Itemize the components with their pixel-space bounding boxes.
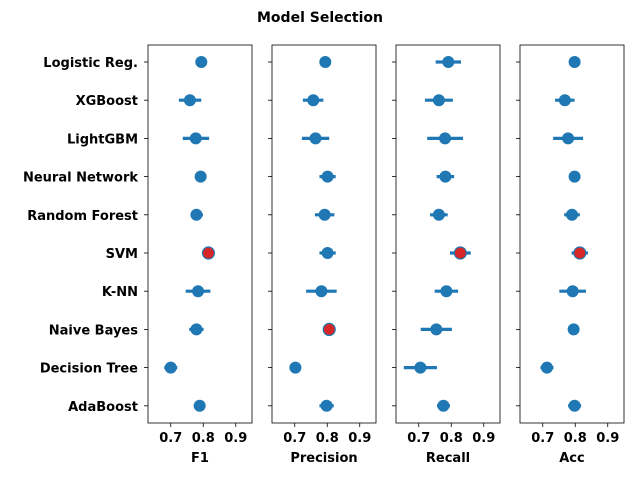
- point-acc-k-nn: [566, 285, 579, 298]
- point-precision-adaboost: [320, 399, 333, 412]
- panel-frame-recall: [395, 44, 501, 424]
- y-label-k-nn: K-NN: [102, 285, 138, 300]
- point-precision-naive-bayes: [322, 322, 336, 336]
- x-axis-label-f1: F1: [191, 451, 209, 466]
- y-label-naive-bayes: Naive Bayes: [49, 323, 138, 338]
- point-acc-svm: [573, 246, 587, 260]
- point-recall-lightgbm: [439, 132, 452, 145]
- point-acc-naive-bayes: [567, 323, 580, 336]
- x-tick-label-f1-1: 0.8: [192, 431, 215, 446]
- y-label-adaboost: AdaBoost: [68, 400, 138, 415]
- chart-title: Model Selection: [257, 10, 383, 26]
- x-axis-label-acc: Acc: [559, 451, 584, 466]
- point-f1-neural-network: [194, 170, 207, 183]
- y-label-xgboost: XGBoost: [76, 94, 138, 109]
- x-tick-label-recall-0: 0.7: [407, 431, 430, 446]
- point-f1-svm: [201, 246, 216, 260]
- x-axis-label-precision: Precision: [290, 451, 357, 466]
- point-recall-neural-network: [439, 170, 452, 183]
- panel-frame-acc: [519, 44, 625, 424]
- panel-frame-precision: [271, 44, 377, 424]
- point-acc-xgboost: [558, 94, 571, 107]
- point-precision-random-forest: [318, 208, 331, 221]
- x-tick-label-f1-0: 0.7: [159, 431, 182, 446]
- point-recall-svm: [453, 246, 467, 260]
- x-tick-label-precision-0: 0.7: [283, 431, 306, 446]
- point-acc-random-forest: [566, 208, 578, 221]
- y-label-decision-tree: Decision Tree: [40, 362, 138, 377]
- point-f1-decision-tree: [164, 361, 177, 374]
- point-precision-xgboost: [307, 94, 320, 107]
- point-f1-xgboost: [183, 94, 196, 107]
- x-tick-label-recall-2: 0.9: [472, 431, 495, 446]
- point-recall-decision-tree: [414, 361, 427, 374]
- x-tick-label-precision-1: 0.8: [316, 431, 339, 446]
- y-label-logistic-reg: Logistic Reg.: [43, 56, 138, 71]
- x-tick-label-acc-0: 0.7: [531, 431, 554, 446]
- point-recall-naive-bayes: [430, 323, 443, 336]
- point-precision-svm: [321, 247, 334, 259]
- point-precision-lightgbm: [309, 132, 322, 145]
- point-recall-xgboost: [432, 94, 445, 107]
- y-label-lightgbm: LightGBM: [67, 132, 138, 147]
- point-f1-random-forest: [190, 208, 203, 221]
- y-label-svm: SVM: [106, 247, 138, 262]
- point-recall-logistic-reg: [442, 56, 455, 68]
- point-f1-lightgbm: [189, 132, 202, 145]
- x-tick-label-recall-1: 0.8: [440, 431, 463, 446]
- point-recall-adaboost: [437, 399, 450, 412]
- x-axis-label-recall: Recall: [426, 451, 470, 466]
- x-tick-label-acc-2: 0.9: [596, 431, 619, 446]
- point-acc-lightgbm: [562, 132, 575, 145]
- y-label-neural-network: Neural Network: [23, 171, 138, 186]
- point-precision-decision-tree: [289, 361, 302, 374]
- y-label-random-forest: Random Forest: [27, 209, 138, 224]
- point-acc-logistic-reg: [568, 56, 581, 68]
- point-precision-k-nn: [315, 285, 328, 298]
- point-recall-k-nn: [440, 285, 453, 298]
- point-f1-naive-bayes: [190, 323, 203, 336]
- x-tick-label-precision-2: 0.9: [348, 431, 371, 446]
- point-acc-neural-network: [568, 170, 581, 183]
- point-precision-neural-network: [321, 170, 334, 183]
- point-precision-logistic-reg: [319, 56, 332, 68]
- point-recall-random-forest: [432, 208, 445, 221]
- point-f1-adaboost: [193, 399, 206, 412]
- point-acc-decision-tree: [540, 361, 553, 374]
- point-acc-adaboost: [568, 399, 581, 412]
- x-tick-label-acc-1: 0.8: [564, 431, 587, 446]
- x-tick-label-f1-2: 0.9: [224, 431, 247, 446]
- point-f1-logistic-reg: [195, 56, 208, 68]
- panel-frame-f1: [147, 44, 253, 424]
- point-f1-k-nn: [192, 285, 205, 298]
